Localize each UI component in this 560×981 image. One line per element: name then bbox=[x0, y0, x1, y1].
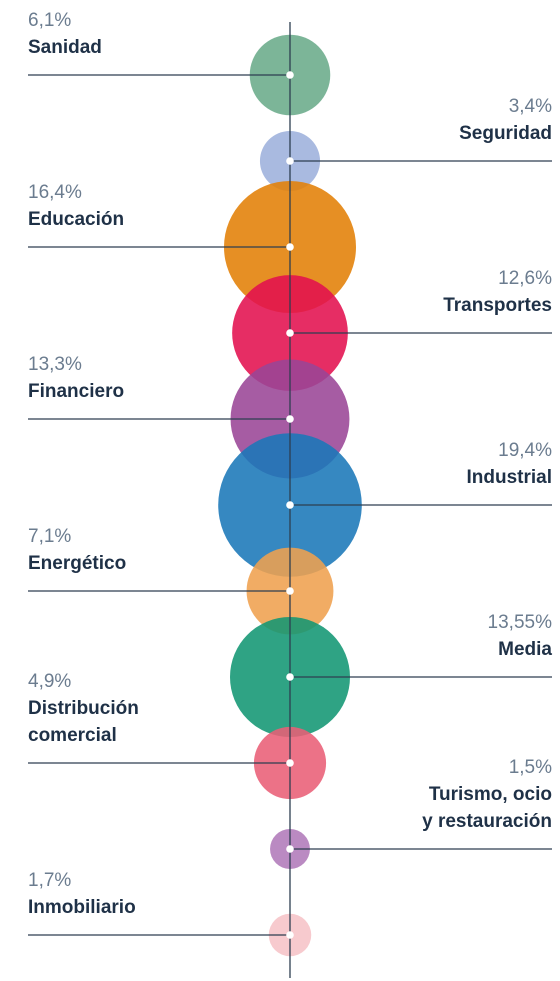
leader-lines bbox=[28, 74, 552, 936]
value-label: 13,3% bbox=[28, 354, 82, 375]
dot bbox=[286, 587, 294, 595]
category-label: Energético bbox=[28, 553, 127, 574]
dots bbox=[286, 71, 294, 939]
value-label: 19,4% bbox=[498, 440, 552, 461]
bubble-label: 19,4% Industrial bbox=[352, 437, 552, 491]
bubble-label: 6,1% Sanidad bbox=[28, 7, 228, 61]
bubble-label: 3,4% Seguridad bbox=[352, 93, 552, 147]
category-label: Inmobiliario bbox=[28, 897, 136, 918]
dot bbox=[286, 71, 294, 79]
category-label: Distribución comercial bbox=[28, 698, 139, 746]
dot bbox=[286, 931, 294, 939]
value-label: 4,9% bbox=[28, 671, 72, 692]
category-label: Sanidad bbox=[28, 37, 102, 58]
category-label: Seguridad bbox=[459, 123, 552, 144]
category-label: Industrial bbox=[466, 467, 552, 488]
category-label: Media bbox=[498, 639, 552, 660]
category-label: Turismo, ocio y restauración bbox=[422, 784, 552, 832]
bubble-label: 7,1% Energético bbox=[28, 523, 228, 577]
dot bbox=[286, 845, 294, 853]
category-label: Transportes bbox=[443, 295, 552, 316]
bubble-label: 13,3% Financiero bbox=[28, 351, 228, 405]
bubble-label: 1,5% Turismo, ocio y restauración bbox=[352, 754, 552, 835]
value-label: 7,1% bbox=[28, 526, 72, 547]
bubble-label: 4,9% Distribución comercial bbox=[28, 668, 228, 749]
dot bbox=[286, 415, 294, 423]
dot bbox=[286, 243, 294, 251]
value-label: 16,4% bbox=[28, 182, 82, 203]
bubble-label: 12,6% Transportes bbox=[352, 265, 552, 319]
value-label: 1,7% bbox=[28, 870, 72, 891]
dot bbox=[286, 501, 294, 509]
value-label: 3,4% bbox=[508, 96, 552, 117]
category-label: Educación bbox=[28, 209, 125, 230]
value-label: 12,6% bbox=[498, 268, 552, 289]
dot bbox=[286, 673, 294, 681]
bubble-label: 1,7% Inmobiliario bbox=[28, 867, 228, 921]
dot bbox=[286, 329, 294, 337]
dot bbox=[286, 759, 294, 767]
category-label: Financiero bbox=[28, 381, 125, 402]
value-label: 13,55% bbox=[487, 612, 552, 633]
bubble-label: 16,4% Educación bbox=[28, 179, 228, 233]
value-label: 6,1% bbox=[28, 10, 72, 31]
bubble-label: 13,55% Media bbox=[352, 609, 552, 663]
dot bbox=[286, 157, 294, 165]
value-label: 1,5% bbox=[508, 757, 552, 778]
